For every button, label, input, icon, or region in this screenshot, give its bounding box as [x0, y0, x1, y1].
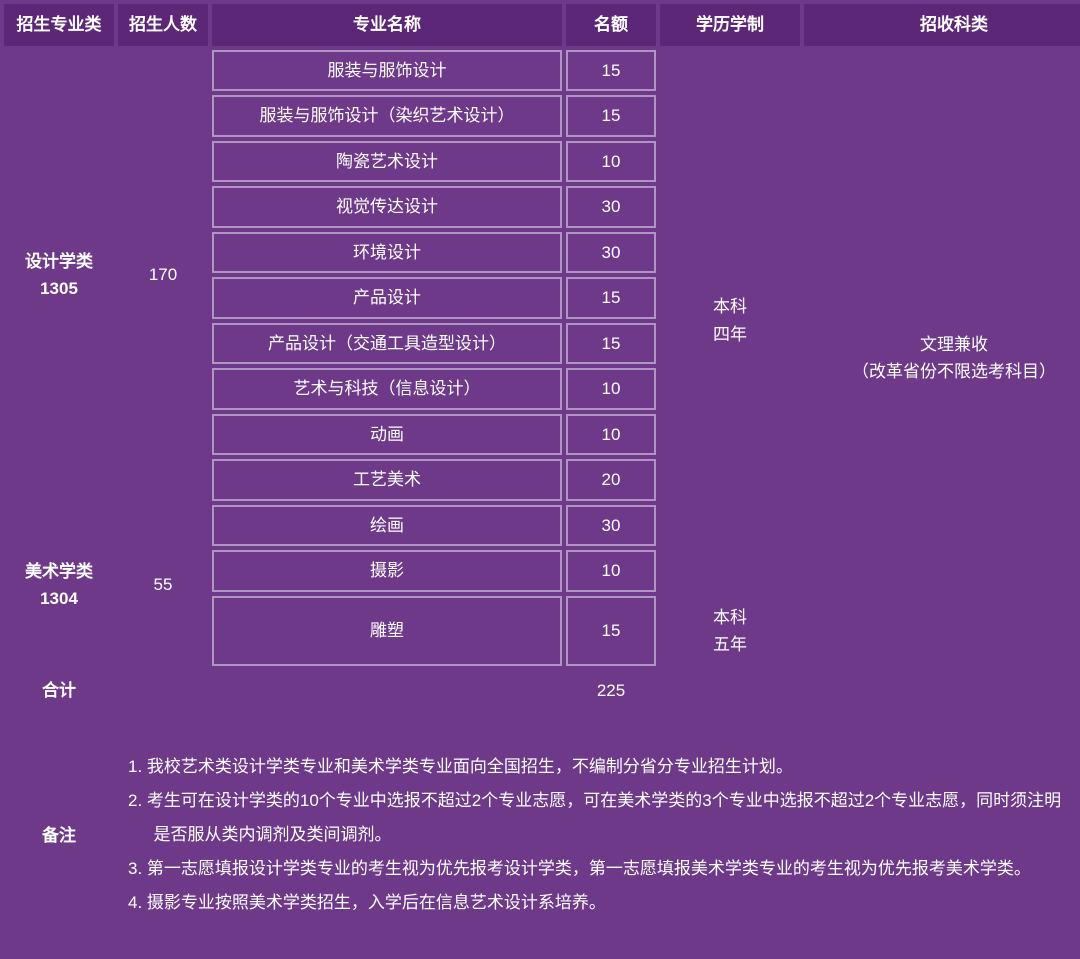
cat2-count: 55: [118, 505, 208, 666]
note-item: 4. 摄影专业按照美术学类招生，入学后在信息艺术设计系培养。: [128, 886, 1074, 920]
note-item: 3. 第一志愿填报设计学类专业的考生视为优先报考设计学类，第一志愿填报美术学类专…: [128, 852, 1074, 886]
major-quota: 10: [566, 414, 656, 456]
major-name: 服装与服饰设计: [212, 50, 562, 92]
header-count: 招生人数: [118, 4, 208, 46]
header-row: 招生专业类 招生人数 专业名称 名额 学历学制 招收科类: [4, 4, 1080, 46]
cat1-code: 1305: [40, 279, 78, 298]
subject-type: 文理兼收 （改革省份不限选考科目）: [804, 50, 1080, 666]
cat2-code: 1304: [40, 589, 78, 608]
major-quota: 15: [566, 277, 656, 319]
major-quota: 15: [566, 596, 656, 666]
note-item: 2. 考生可在设计学类的10个专业中选报不超过2个专业志愿，可在美术学类的3个专…: [128, 784, 1074, 852]
major-quota: 15: [566, 323, 656, 365]
dur1-l2: 四年: [713, 325, 747, 344]
major-name: 陶瓷艺术设计: [212, 141, 562, 183]
category-design: 设计学类 1305: [4, 50, 114, 501]
note-item: 1. 我校艺术类设计学类专业和美术学类专业面向全国招生，不编制分省分专业招生计划…: [128, 750, 1074, 784]
cat1-name: 设计学类: [25, 252, 93, 271]
category-art: 美术学类 1304: [4, 505, 114, 666]
notes-row: 备注 1. 我校艺术类设计学类专业和美术学类专业面向全国招生，不编制分省分专业招…: [4, 715, 1080, 955]
total-row: 合计 225: [4, 670, 1080, 712]
major-name: 摄影: [212, 550, 562, 592]
major-quota: 15: [566, 50, 656, 92]
notes-label: 备注: [4, 715, 114, 955]
header-duration: 学历学制: [660, 4, 800, 46]
major-quota: 30: [566, 505, 656, 547]
subj-l1: 文理兼收: [920, 335, 988, 354]
header-quota: 名额: [566, 4, 656, 46]
header-major: 专业名称: [212, 4, 562, 46]
header-category: 招生专业类: [4, 4, 114, 46]
total-label: 合计: [4, 670, 114, 712]
dur2-l1: 本科: [713, 608, 747, 627]
header-subject: 招收科类: [804, 4, 1080, 46]
subj-l2: （改革省份不限选考科目）: [852, 362, 1056, 381]
major-name: 服装与服饰设计（染织艺术设计）: [212, 95, 562, 137]
major-name: 工艺美术: [212, 459, 562, 501]
dur2-l2: 五年: [713, 635, 747, 654]
major-name: 动画: [212, 414, 562, 456]
admissions-table: 招生专业类 招生人数 专业名称 名额 学历学制 招收科类 设计学类 1305 1…: [0, 0, 1080, 959]
major-name: 环境设计: [212, 232, 562, 274]
major-name: 艺术与科技（信息设计）: [212, 368, 562, 410]
duration-5yr: 本科 五年: [660, 596, 800, 666]
cat2-name: 美术学类: [25, 562, 93, 581]
major-quota: 10: [566, 141, 656, 183]
major-quota: 10: [566, 550, 656, 592]
major-name: 雕塑: [212, 596, 562, 666]
major-name: 产品设计: [212, 277, 562, 319]
major-quota: 20: [566, 459, 656, 501]
dur1-l1: 本科: [713, 297, 747, 316]
major-name: 绘画: [212, 505, 562, 547]
major-name: 产品设计（交通工具造型设计）: [212, 323, 562, 365]
major-quota: 10: [566, 368, 656, 410]
major-quota: 30: [566, 232, 656, 274]
duration-4yr: 本科 四年: [660, 50, 800, 592]
total-value: 225: [118, 670, 1080, 712]
major-quota: 15: [566, 95, 656, 137]
notes-content: 1. 我校艺术类设计学类专业和美术学类专业面向全国招生，不编制分省分专业招生计划…: [118, 715, 1080, 955]
table-row: 设计学类 1305 170 服装与服饰设计 15 本科 四年 文理兼收 （改革省…: [4, 50, 1080, 92]
major-quota: 30: [566, 186, 656, 228]
major-name: 视觉传达设计: [212, 186, 562, 228]
cat1-count: 170: [118, 50, 208, 501]
